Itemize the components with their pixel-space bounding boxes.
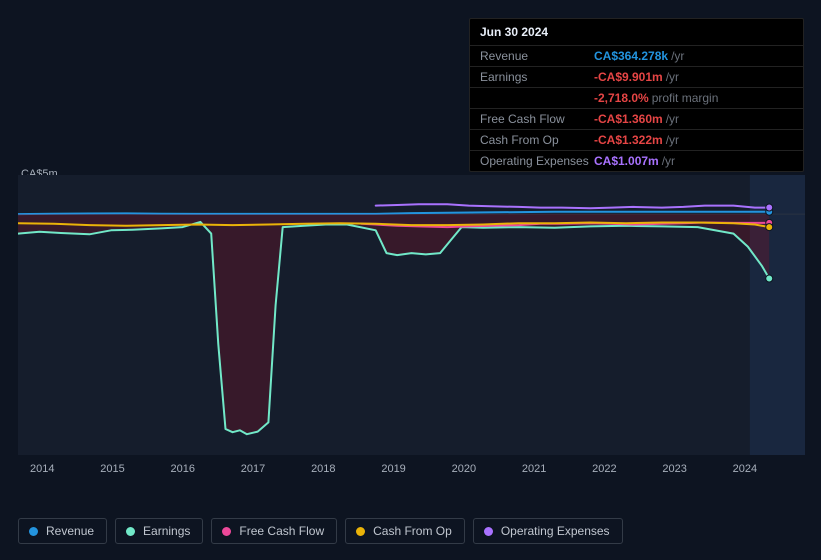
tooltip-row-label: Free Cash Flow (480, 112, 594, 126)
tooltip-row-label: Revenue (480, 49, 594, 63)
tooltip-row: Earnings-CA$9.901m/yr (470, 66, 803, 87)
legend-item[interactable]: Free Cash Flow (211, 518, 337, 544)
legend-label: Free Cash Flow (239, 524, 324, 538)
legend-swatch (126, 527, 135, 536)
legend-label: Earnings (143, 524, 190, 538)
tooltip-row-value: -CA$1.360m (594, 112, 663, 126)
x-axis-tick: 2021 (522, 463, 592, 480)
x-axis-tick: 2015 (100, 463, 170, 480)
tooltip-row-value: CA$364.278k (594, 49, 668, 63)
tooltip-row: RevenueCA$364.278k/yr (470, 45, 803, 66)
tooltip-row-unit: /yr (671, 49, 684, 63)
chart-tooltip: Jun 30 2024 RevenueCA$364.278k/yrEarning… (469, 18, 804, 172)
tooltip-date: Jun 30 2024 (470, 19, 803, 45)
legend-item[interactable]: Earnings (115, 518, 203, 544)
x-axis-tick: 2024 (733, 463, 803, 480)
x-axis-tick: 2022 (592, 463, 662, 480)
legend: Revenue Earnings Free Cash Flow Cash From O… (18, 518, 623, 544)
tooltip-row-value: -CA$1.322m (594, 133, 663, 147)
tooltip-row-value: -2,718.0% (594, 91, 649, 105)
x-axis-tick: 2017 (241, 463, 311, 480)
tooltip-row-value: -CA$9.901m (594, 70, 663, 84)
tooltip-row-label: Cash From Op (480, 133, 594, 147)
legend-swatch (29, 527, 38, 536)
legend-label: Revenue (46, 524, 94, 538)
x-axis-tick: 2014 (30, 463, 100, 480)
legend-item[interactable]: Revenue (18, 518, 107, 544)
tooltip-row-label: Earnings (480, 70, 594, 84)
legend-swatch (484, 527, 493, 536)
x-axis: 2014201520162017201820192020202120222023… (18, 455, 805, 480)
tooltip-row-unit: /yr (666, 70, 679, 84)
legend-label: Cash From Op (373, 524, 452, 538)
financials-chart[interactable]: CA$5mCA$0-CA$35m 20142015201620172018201… (18, 160, 805, 480)
tooltip-row-unit: /yr (666, 112, 679, 126)
x-axis-tick: 2016 (171, 463, 241, 480)
tooltip-row: -2,718.0%profit margin (470, 87, 803, 108)
legend-item[interactable]: Cash From Op (345, 518, 465, 544)
x-axis-tick: 2019 (381, 463, 451, 480)
x-axis-tick: 2018 (311, 463, 381, 480)
legend-label: Operating Expenses (501, 524, 610, 538)
tooltip-row: Free Cash Flow-CA$1.360m/yr (470, 108, 803, 129)
x-axis-tick: 2020 (452, 463, 522, 480)
tooltip-row-unit: profit margin (652, 91, 719, 105)
tooltip-row-unit: /yr (666, 133, 679, 147)
plot-area[interactable] (18, 175, 805, 455)
legend-swatch (356, 527, 365, 536)
tooltip-row: Cash From Op-CA$1.322m/yr (470, 129, 803, 150)
x-axis-tick: 2023 (662, 463, 732, 480)
legend-swatch (222, 527, 231, 536)
legend-item[interactable]: Operating Expenses (473, 518, 623, 544)
